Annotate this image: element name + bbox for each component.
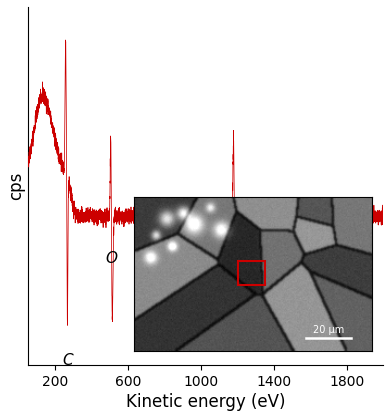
Text: C: C — [62, 353, 73, 368]
Text: O: O — [106, 251, 117, 266]
Text: Mg: Mg — [208, 220, 230, 235]
X-axis label: Kinetic energy (eV): Kinetic energy (eV) — [126, 393, 285, 411]
Y-axis label: cps: cps — [7, 172, 25, 200]
